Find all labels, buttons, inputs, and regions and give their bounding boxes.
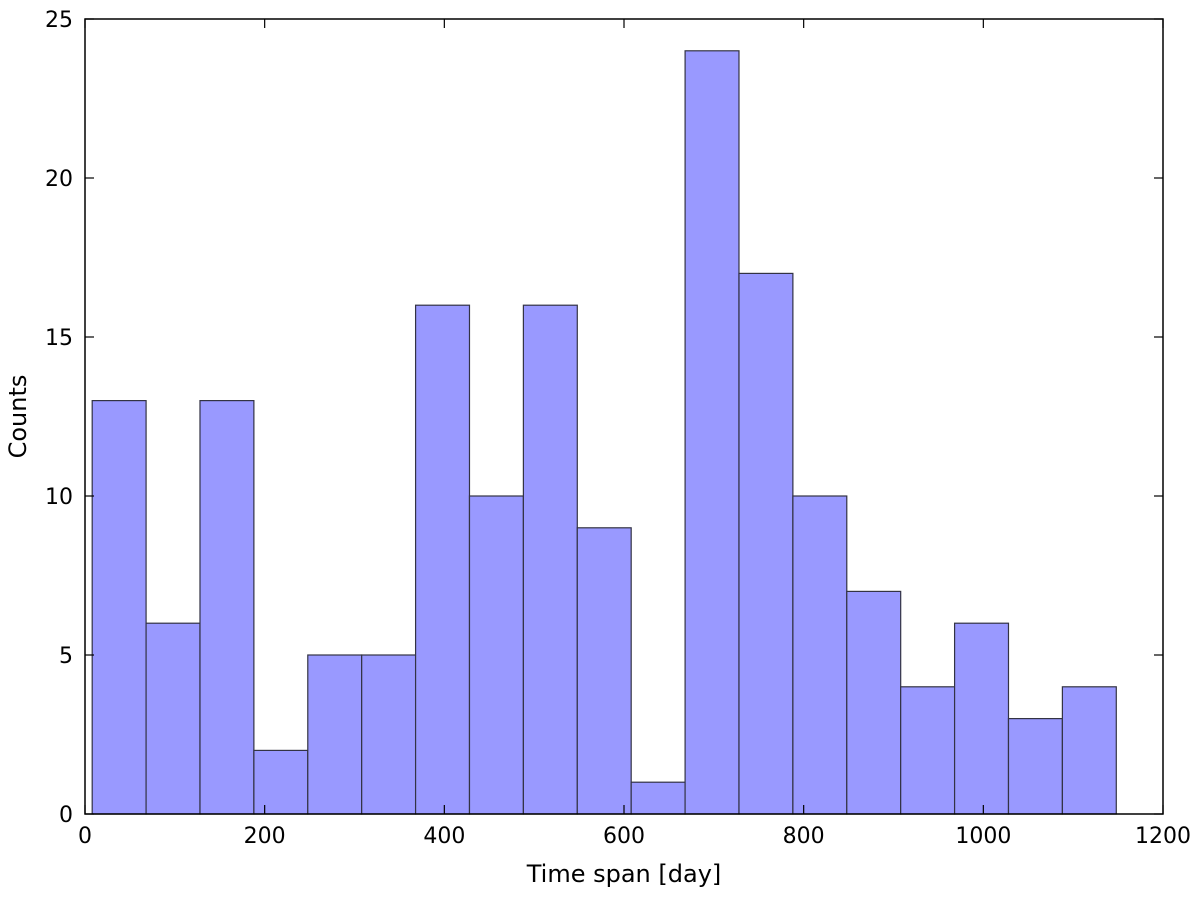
histogram-bar — [576, 527, 632, 815]
x-axis-label: Time span [day] — [526, 860, 722, 888]
histogram-bar — [253, 749, 309, 815]
y-tick-label: 10 — [45, 485, 73, 510]
y-tick-label: 5 — [59, 644, 73, 669]
histogram-bar — [738, 272, 794, 815]
histogram-bar — [900, 686, 956, 815]
y-tick-label: 25 — [45, 8, 73, 33]
histogram-bar — [792, 495, 848, 815]
histogram-bar — [1061, 686, 1117, 815]
histogram-bar — [522, 304, 578, 815]
bars-group — [91, 50, 1117, 815]
x-tick-label: 1200 — [1135, 824, 1191, 849]
histogram-bar — [846, 590, 902, 815]
x-tick-label: 200 — [244, 824, 286, 849]
histogram-bar — [145, 622, 201, 815]
histogram-bar — [307, 654, 363, 815]
y-tick-label: 15 — [45, 326, 73, 351]
histogram-bar — [630, 781, 686, 815]
histogram-bar — [414, 304, 471, 815]
x-tick-label: 400 — [423, 824, 465, 849]
x-tick-label: 0 — [78, 824, 92, 849]
axis-ticks — [84, 18, 1164, 815]
histogram-bar — [684, 50, 740, 815]
histogram-bar — [953, 622, 1010, 815]
axis-tick-labels: 0 200 400 600 800 1000 1200 0 5 10 15 20 25 — [45, 8, 1191, 849]
histogram-bar — [91, 400, 147, 815]
histogram-bar — [468, 495, 524, 815]
histogram-bar — [1007, 717, 1063, 815]
histogram-bar — [199, 400, 255, 815]
y-axis-label: Counts — [4, 375, 32, 459]
x-tick-label: 1000 — [955, 824, 1011, 849]
histogram-bar — [361, 654, 417, 815]
y-tick-label: 0 — [59, 803, 73, 828]
x-tick-label: 800 — [783, 824, 825, 849]
y-tick-label: 20 — [45, 167, 73, 192]
x-tick-label: 600 — [603, 824, 645, 849]
